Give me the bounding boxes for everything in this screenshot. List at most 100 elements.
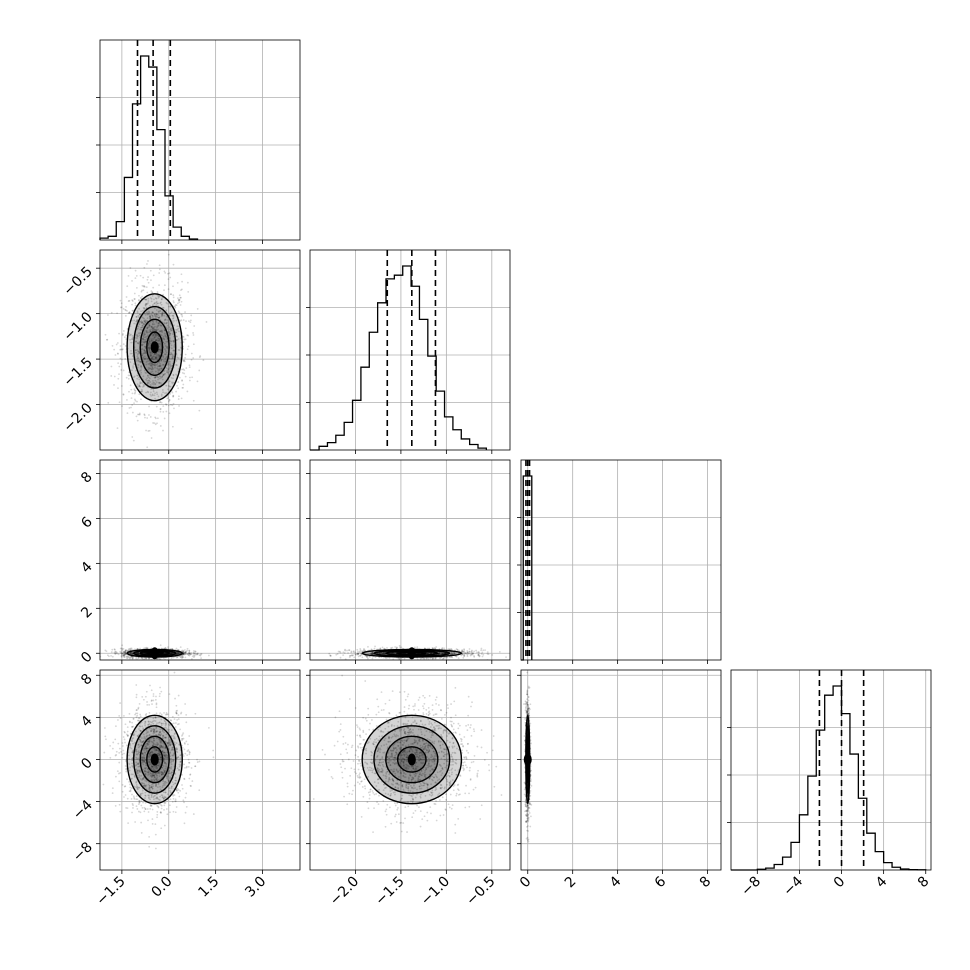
scatter-point <box>172 652 175 655</box>
scatter-point <box>113 648 116 651</box>
scatter-point <box>330 654 332 657</box>
scatter-point <box>155 339 158 342</box>
scatter-point <box>152 334 154 337</box>
scatter-point <box>140 390 143 393</box>
scatter-point <box>139 313 142 316</box>
scatter-point <box>129 657 131 660</box>
scatter-point <box>155 747 158 750</box>
scatter-point <box>148 753 151 755</box>
scatter-point <box>163 319 166 322</box>
scatter-point <box>184 651 187 653</box>
scatter-point <box>198 369 201 372</box>
scatter-point <box>144 339 147 341</box>
scatter-point <box>154 297 157 299</box>
scatter-point <box>176 302 179 305</box>
scatter-point <box>161 746 164 749</box>
scatter-point <box>142 337 145 340</box>
scatter-point <box>191 655 194 658</box>
scatter-point <box>143 285 146 287</box>
scatter-point <box>168 367 171 369</box>
scatter-point <box>441 652 444 655</box>
scatter-point <box>156 417 159 420</box>
scatter-point <box>144 304 147 306</box>
scatter-point <box>184 311 186 313</box>
scatter-point <box>449 656 452 659</box>
scatter-point <box>155 329 158 332</box>
scatter-point <box>155 328 158 331</box>
scatter-point <box>160 724 163 727</box>
scatter-point <box>136 785 139 788</box>
scatter-point <box>174 800 177 803</box>
scatter-point <box>177 327 180 330</box>
scatter-point <box>128 649 130 652</box>
scatter-point <box>131 336 134 339</box>
scatter-point <box>131 369 133 372</box>
scatter-point <box>150 290 153 292</box>
scatter-point <box>198 760 201 763</box>
scatter-point <box>413 646 416 649</box>
scatter-point <box>432 657 435 660</box>
scatter-point <box>146 278 149 281</box>
scatter-point <box>461 653 464 656</box>
scatter-point <box>159 310 161 313</box>
scatter-point <box>148 363 151 366</box>
scatter-point <box>183 372 186 375</box>
scatter-point <box>173 344 176 347</box>
scatter-point <box>148 429 151 432</box>
scatter-point <box>149 786 152 789</box>
scatter-point <box>157 350 160 353</box>
scatter-point <box>373 647 376 650</box>
scatter-point <box>164 353 167 356</box>
scatter-point <box>466 651 469 654</box>
scatter-point <box>122 651 125 654</box>
scatter-point <box>155 767 158 770</box>
scatter-point <box>173 349 175 352</box>
scatter-point <box>156 362 159 365</box>
scatter-point <box>136 355 139 358</box>
scatter-point <box>149 315 152 317</box>
scatter-point <box>167 404 170 407</box>
scatter-point <box>182 368 185 371</box>
scatter-point <box>166 728 168 731</box>
scatter-point <box>152 334 155 336</box>
scatter-point <box>171 781 174 783</box>
scatter-point <box>158 753 161 756</box>
scatter-point <box>146 808 149 810</box>
scatter-point <box>168 380 171 383</box>
scatter-point <box>154 383 157 386</box>
scatter-point <box>154 357 157 359</box>
scatter-point <box>134 389 137 392</box>
scatter-point <box>124 723 127 726</box>
scatter-point <box>461 650 464 653</box>
scatter-point <box>151 291 154 294</box>
scatter-point <box>111 655 114 658</box>
scatter-point <box>426 652 429 655</box>
scatter-point <box>136 763 139 765</box>
scatter-point <box>125 733 128 736</box>
scatter-point <box>450 647 453 650</box>
scatter-point <box>143 355 146 358</box>
scatter-point <box>438 652 440 654</box>
scatter-point <box>149 316 152 319</box>
scatter-point <box>170 353 172 356</box>
scatter-point <box>159 354 161 357</box>
scatter-point <box>196 652 199 655</box>
scatter-point <box>166 397 169 400</box>
scatter-point <box>119 345 122 347</box>
scatter-point <box>158 775 161 777</box>
scatter-point <box>152 286 155 289</box>
scatter-point <box>143 784 146 787</box>
scatter-point <box>120 306 123 309</box>
scatter-point <box>119 348 122 351</box>
scatter-point <box>150 313 153 316</box>
scatter-point <box>148 414 150 416</box>
scatter-point <box>175 742 178 745</box>
scatter-point <box>156 334 159 337</box>
scatter-point <box>166 319 169 321</box>
scatter-point <box>137 359 140 362</box>
scatter-point <box>335 653 338 656</box>
scatter-point <box>111 787 114 790</box>
scatter-point <box>127 377 130 380</box>
scatter-point <box>161 312 164 315</box>
x-tick-label: 4 <box>873 873 891 891</box>
